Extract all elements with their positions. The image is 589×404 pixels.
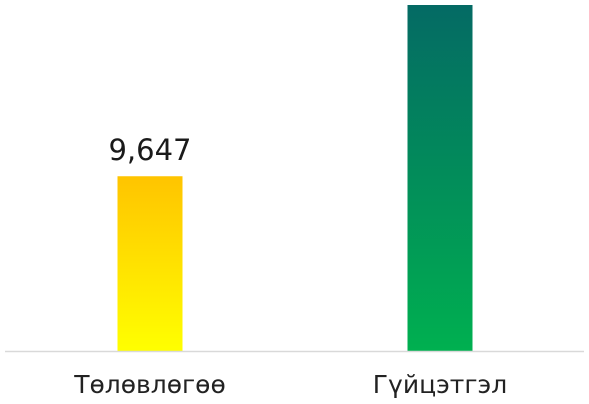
- bar-2: [407, 5, 473, 351]
- category-label-1: Төлөвлөгөө: [73, 370, 226, 399]
- data-label-1: 9,647: [108, 133, 191, 167]
- bar-1: [117, 176, 183, 351]
- bars-layer: [117, 5, 473, 351]
- labels-layer: Төлөвлөгөө 9,647 Гүйцэтгэл: [73, 133, 507, 399]
- category-label-2: Гүйцэтгэл: [373, 370, 507, 399]
